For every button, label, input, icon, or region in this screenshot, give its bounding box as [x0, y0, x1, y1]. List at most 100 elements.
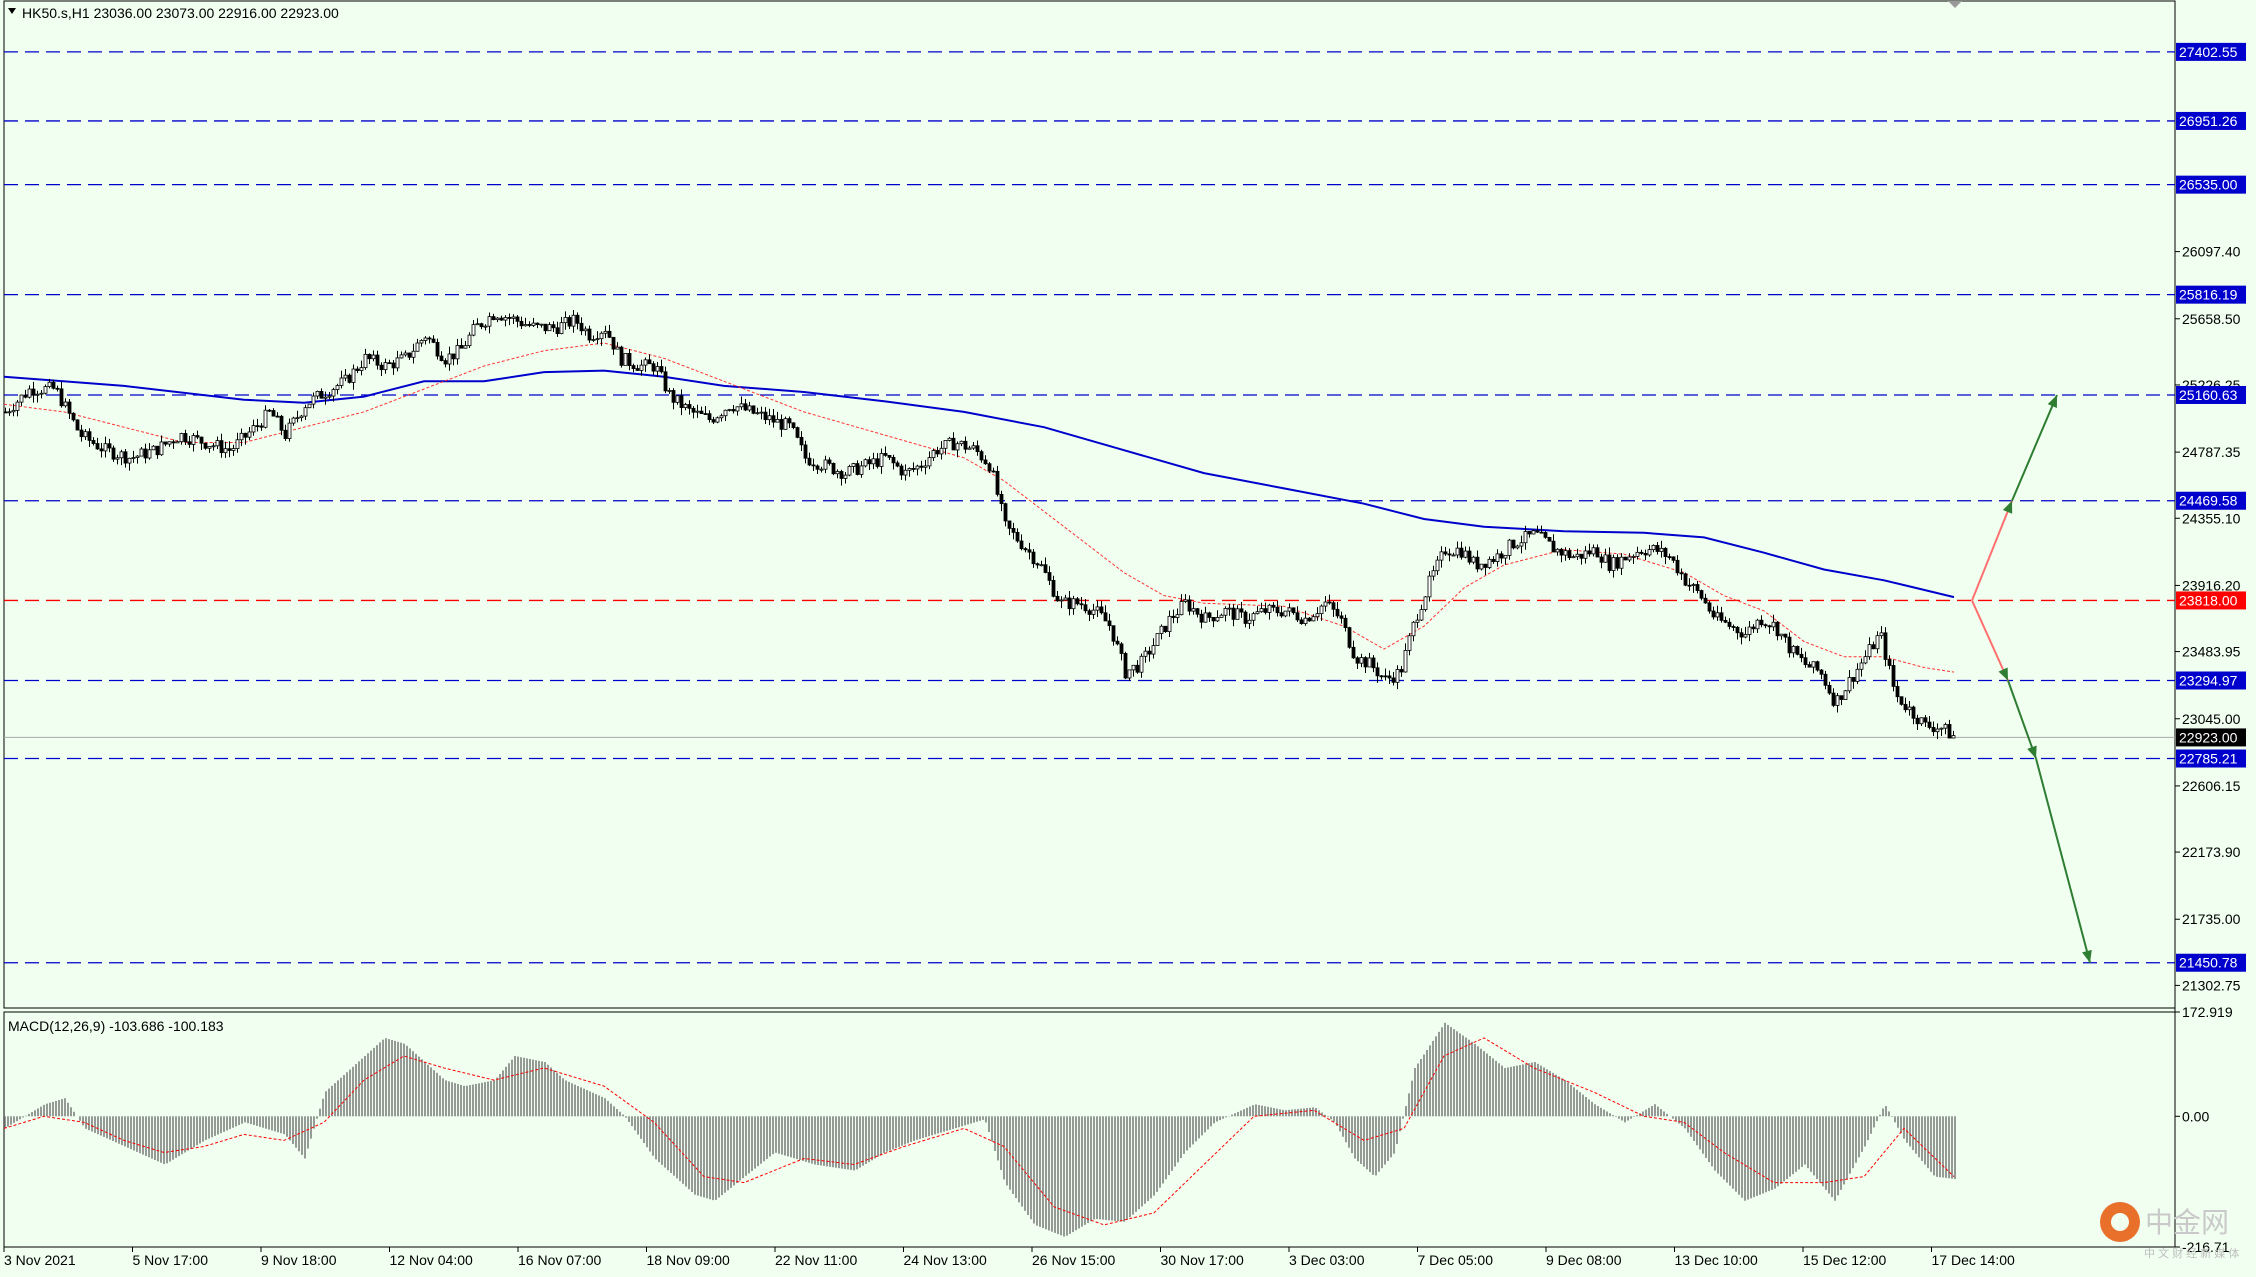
candle-body-215 [863, 459, 868, 467]
candle-body-400 [1603, 554, 1608, 563]
candle-body-236 [947, 437, 952, 441]
candle-body-394 [1579, 553, 1584, 559]
level-tag-9: 21450.78 [2179, 955, 2238, 971]
candle-body-484 [1939, 727, 1944, 730]
candle-body-252 [1011, 527, 1016, 533]
candle-body-65 [263, 409, 268, 428]
level-tag-bg-8 [2176, 749, 2246, 768]
candle-body-470 [1883, 632, 1888, 660]
bear-arrow-arrowhead-3 [2082, 949, 2092, 963]
candle-body-135 [543, 323, 548, 332]
candle-body-204 [819, 468, 824, 471]
candle-body-206 [827, 459, 832, 464]
candle-body-258 [1035, 563, 1040, 566]
level-tag-bg-0 [2176, 42, 2246, 61]
candle-body-339 [1359, 657, 1364, 664]
candle-body-15 [63, 401, 68, 407]
candle-body-178 [715, 417, 720, 423]
candle-body-75 [303, 407, 308, 417]
candle-body-474 [1899, 696, 1904, 705]
candle-body-261 [1047, 572, 1052, 581]
time-tick-label-5: 18 Nov 09:00 [647, 1252, 730, 1268]
candle-body-127 [511, 316, 516, 319]
candle-body-235 [943, 439, 948, 449]
candle-body-123 [495, 317, 500, 321]
candle-body-116 [467, 334, 472, 347]
candle-body-318 [1275, 606, 1280, 614]
candle-body-370 [1483, 563, 1488, 568]
candle-body-267 [1071, 598, 1076, 610]
candle-body-270 [1083, 604, 1088, 612]
candle-body-25 [103, 443, 108, 452]
candle-body-38 [155, 445, 160, 456]
candle-body-179 [719, 415, 724, 419]
candle-body-290 [1163, 625, 1168, 633]
candle-body-33 [135, 455, 140, 458]
candle-body-19 [79, 429, 84, 438]
candle-body-302 [1211, 617, 1216, 622]
candle-body-140 [563, 317, 568, 324]
candle-body-332 [1331, 602, 1336, 610]
scroll-marker-icon[interactable] [1948, 1, 1962, 8]
candle-body-301 [1207, 612, 1212, 618]
candle-body-459 [1839, 695, 1844, 700]
time-tick-label-0: 3 Nov 2021 [4, 1252, 76, 1268]
candle-body-154 [619, 346, 624, 366]
candle-body-2 [11, 409, 16, 413]
level-tag-bg-7 [2176, 671, 2246, 690]
candle-body-237 [951, 437, 956, 451]
candle-body-149 [599, 332, 604, 340]
candle-body-219 [879, 453, 884, 467]
candle-body-64 [259, 425, 264, 428]
candle-body-328 [1315, 613, 1320, 618]
candle-body-286 [1147, 650, 1152, 655]
candle-body-399 [1599, 556, 1604, 563]
candle-body-150 [603, 330, 608, 334]
candle-body-124 [499, 317, 504, 321]
candle-body-97 [391, 362, 396, 369]
candle-body-274 [1099, 606, 1104, 614]
candle-body-159 [639, 364, 644, 371]
collapse-triangle-icon[interactable] [8, 8, 16, 14]
candle-body-479 [1919, 717, 1924, 725]
candle-body-59 [239, 432, 244, 441]
candle-body-238 [955, 443, 960, 451]
candle-body-30 [123, 451, 128, 464]
candle-body-259 [1039, 564, 1044, 567]
candle-body-452 [1811, 661, 1816, 668]
candle-body-230 [923, 465, 928, 468]
candle-body-411 [1647, 549, 1652, 556]
candle-body-114 [459, 345, 464, 349]
candle-body-369 [1479, 563, 1484, 570]
candle-body-476 [1907, 706, 1912, 711]
candle-body-271 [1087, 610, 1092, 615]
candle-body-96 [387, 362, 392, 365]
candle-body-58 [235, 439, 240, 449]
candle-body-334 [1339, 615, 1344, 619]
candle-body-190 [763, 411, 768, 421]
candle-body-39 [159, 441, 164, 456]
candle-body-81 [327, 395, 332, 398]
candle-body-168 [675, 395, 680, 403]
candle-body-166 [667, 390, 672, 392]
candle-body-249 [999, 493, 1004, 505]
candle-body-199 [799, 436, 804, 446]
price-tick-label-0: 26097.40 [2182, 244, 2241, 260]
candle-body-293 [1175, 614, 1180, 618]
candle-body-338 [1355, 657, 1360, 664]
candle-body-7 [31, 388, 36, 396]
macd-indicator [3, 1022, 1956, 1237]
candle-body-109 [439, 355, 444, 361]
candle-body-226 [907, 468, 912, 471]
time-tick-label-13: 13 Dec 10:00 [1675, 1252, 1758, 1268]
price-tick-label-7: 23045.00 [2182, 711, 2241, 727]
time-tick-label-10: 3 Dec 03:00 [1289, 1252, 1365, 1268]
candle-body-266 [1067, 597, 1072, 610]
level-tag-bg-6 [2176, 591, 2246, 610]
candle-body-27 [111, 447, 116, 460]
candle-body-72 [291, 417, 296, 424]
candle-body-251 [1007, 520, 1012, 529]
candle-body-153 [615, 346, 620, 350]
